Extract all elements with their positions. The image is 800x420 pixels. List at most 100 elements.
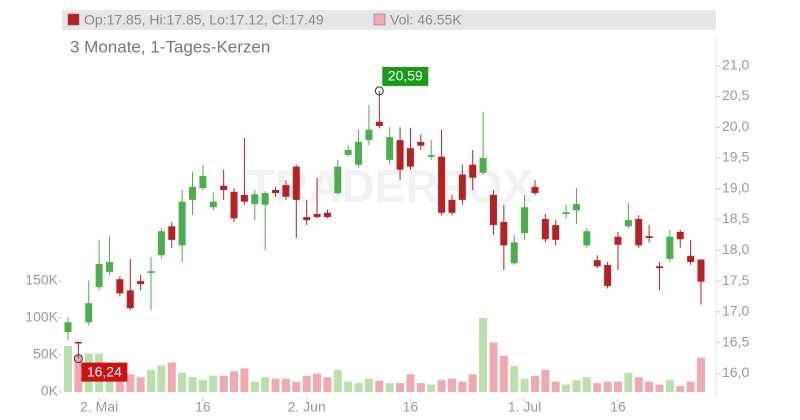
volume-bar	[541, 369, 550, 392]
candle-body	[676, 231, 684, 240]
candle-body	[448, 199, 456, 213]
volume-bar	[551, 381, 560, 392]
annotation-label: 20,59	[388, 68, 423, 84]
volume-bar	[281, 378, 290, 392]
volume-bar	[530, 375, 539, 392]
volume-bar	[230, 371, 239, 392]
candle-body	[458, 174, 466, 200]
volume-bar	[219, 375, 228, 392]
volume-bar	[634, 377, 643, 392]
volume-bar	[624, 372, 633, 392]
volume-bar	[613, 381, 622, 392]
volume-bar	[396, 383, 405, 392]
candle-body	[147, 271, 155, 274]
volume-bar	[344, 381, 353, 392]
annotation-marker	[374, 86, 384, 96]
volume-bar	[499, 355, 508, 392]
volume-bar	[437, 380, 446, 392]
volume-bar	[364, 378, 373, 392]
y2-tick-label: 150K	[25, 272, 58, 288]
volume-bar	[489, 342, 498, 392]
candle-body	[240, 194, 248, 202]
candle-body	[157, 231, 165, 256]
volume-bar	[562, 384, 571, 392]
candle-body	[189, 186, 197, 200]
candle-body	[178, 201, 186, 246]
candle-body	[74, 342, 82, 344]
candle-body	[396, 140, 404, 170]
y-tick-label: 20,0	[722, 118, 749, 134]
volume-bar	[582, 377, 591, 392]
volume-bar	[655, 384, 664, 392]
legend-text: Vol: 46.55K	[390, 12, 462, 28]
candle-body	[489, 194, 497, 226]
y2-tick-label: 0K	[41, 383, 59, 399]
candle-body	[95, 263, 103, 288]
volume-bar	[313, 373, 322, 392]
legend-swatch	[67, 13, 80, 26]
candle-body	[593, 260, 601, 267]
y-tick-label: 16,0	[722, 364, 749, 380]
y-tick-label: 17,0	[722, 303, 749, 319]
candle-body	[635, 218, 643, 246]
x-tick-label: 2. Mai	[80, 399, 118, 415]
candle-body	[64, 322, 72, 333]
volume-bar	[686, 381, 695, 392]
volume-bar	[136, 377, 145, 392]
candle-body	[261, 193, 269, 205]
volume-bar	[74, 355, 83, 392]
candle-body	[510, 242, 518, 264]
candle-body	[697, 259, 705, 282]
volume-bar	[115, 375, 124, 392]
candle-body	[355, 142, 363, 165]
candle-body	[500, 222, 508, 246]
volume-bar	[645, 381, 654, 392]
candle-body	[303, 217, 311, 221]
legend-swatch	[373, 13, 386, 26]
candle-body	[386, 137, 394, 160]
volume-bar	[510, 366, 519, 392]
legend-text: Op:17.85, Hi:17.85, Lo:17.12, Cl:17.49	[84, 12, 324, 28]
candle-body	[624, 220, 632, 227]
volume-bar	[479, 318, 488, 392]
candle-body	[427, 154, 435, 157]
candle-body	[552, 225, 560, 240]
volume-bar	[468, 374, 477, 392]
candle-body	[334, 166, 342, 194]
volume-bar	[572, 380, 581, 392]
x-tick-label: 2. Jun	[288, 399, 326, 415]
volume-bar	[157, 365, 166, 392]
candle-body	[521, 207, 529, 234]
y2-tick-label: 100K	[25, 309, 58, 325]
candle-body	[230, 191, 238, 219]
candle-body	[272, 190, 280, 194]
volume-bar	[126, 374, 135, 392]
candle-body	[417, 142, 425, 146]
y-tick-label: 17,5	[722, 272, 749, 288]
candle-body	[106, 262, 114, 272]
y-tick-label: 21,0	[722, 56, 749, 72]
candle-body	[365, 129, 373, 141]
volume-bar	[385, 383, 394, 392]
volume-bar	[64, 346, 72, 392]
candle-body	[209, 201, 217, 208]
volume-bar	[697, 357, 705, 392]
x-tick-label: 16	[195, 399, 211, 415]
volume-bar	[105, 373, 114, 392]
candle-body	[251, 194, 259, 205]
subtitle: 3 Monate, 1-Tages-Kerzen	[70, 37, 270, 56]
y-tick-label: 18,0	[722, 241, 749, 257]
candle-body	[168, 226, 176, 240]
y-tick-label: 19,5	[722, 149, 749, 165]
candle-body	[614, 236, 622, 245]
y-tick-label: 16,5	[722, 333, 749, 349]
candle-body	[116, 279, 124, 294]
y2-tick-label: 50K	[33, 346, 59, 362]
candle-body	[323, 212, 331, 218]
legend-bar	[62, 10, 716, 30]
candle-body	[344, 150, 352, 155]
x-tick-label: 1. Jul	[508, 399, 541, 415]
volume-bar	[240, 368, 249, 392]
volume-bar	[323, 377, 332, 392]
